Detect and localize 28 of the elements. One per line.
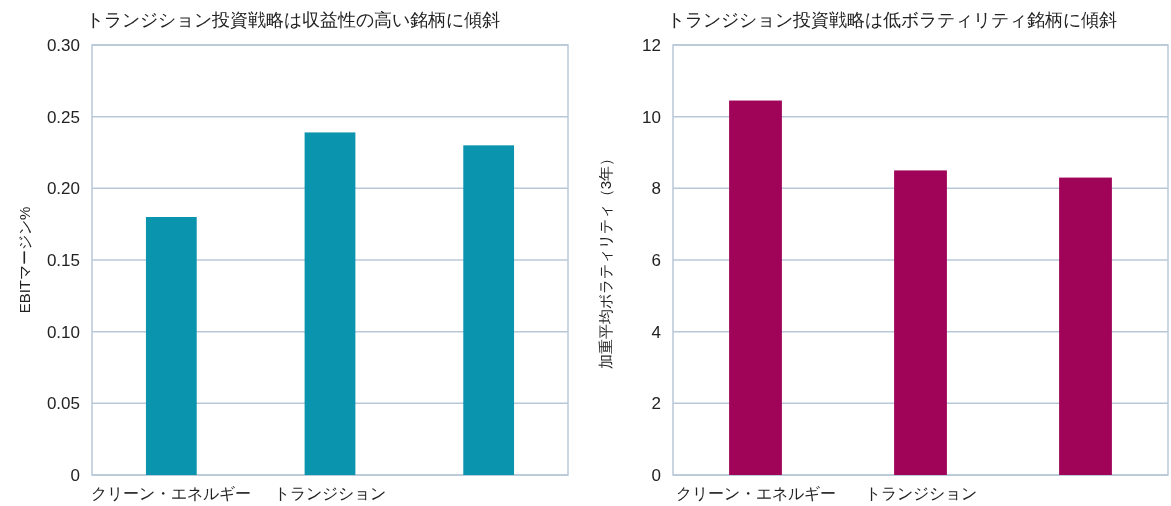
bar: [1059, 177, 1112, 475]
bar: [145, 217, 197, 475]
y-tick-label: 0.15: [46, 251, 80, 270]
x-tick-label: トランジション: [274, 485, 386, 502]
x-tick-label: トランジション: [864, 485, 977, 502]
y-tick-label: 0.05: [46, 394, 80, 414]
bar: [729, 100, 782, 475]
y-tick-label: 12: [642, 36, 661, 55]
bar: [304, 132, 356, 475]
y-tick-label: 0.25: [46, 107, 80, 127]
bar: [894, 170, 947, 475]
y-tick-label: 6: [651, 251, 661, 270]
y-tick-label: 2: [651, 394, 661, 414]
y-tick-label: 0.10: [46, 322, 80, 342]
x-tick-label: クリーン・エネルギー: [91, 485, 252, 502]
x-tick-label: クリーン・エネルギー: [675, 485, 836, 502]
y-axis-title: EBITマージン%: [16, 206, 33, 314]
y-tick-label: 0: [651, 466, 661, 485]
chart-title: トランジション投資戦略は収益性の高い銘柄に傾斜: [86, 10, 500, 30]
y-tick-label: 0: [70, 466, 80, 485]
y-tick-label: 10: [642, 107, 661, 127]
bar: [463, 145, 515, 475]
y-tick-label: 4: [651, 322, 661, 342]
y-tick-label: 0.30: [46, 36, 80, 55]
y-axis-title: 加重平均ボラティリティ（3年）: [597, 150, 614, 370]
y-tick-label: 8: [651, 179, 661, 199]
y-tick-label: 0.20: [46, 179, 80, 199]
chart-title: トランジション投資戦略は低ボラティリティ銘柄に傾斜: [667, 10, 1117, 30]
